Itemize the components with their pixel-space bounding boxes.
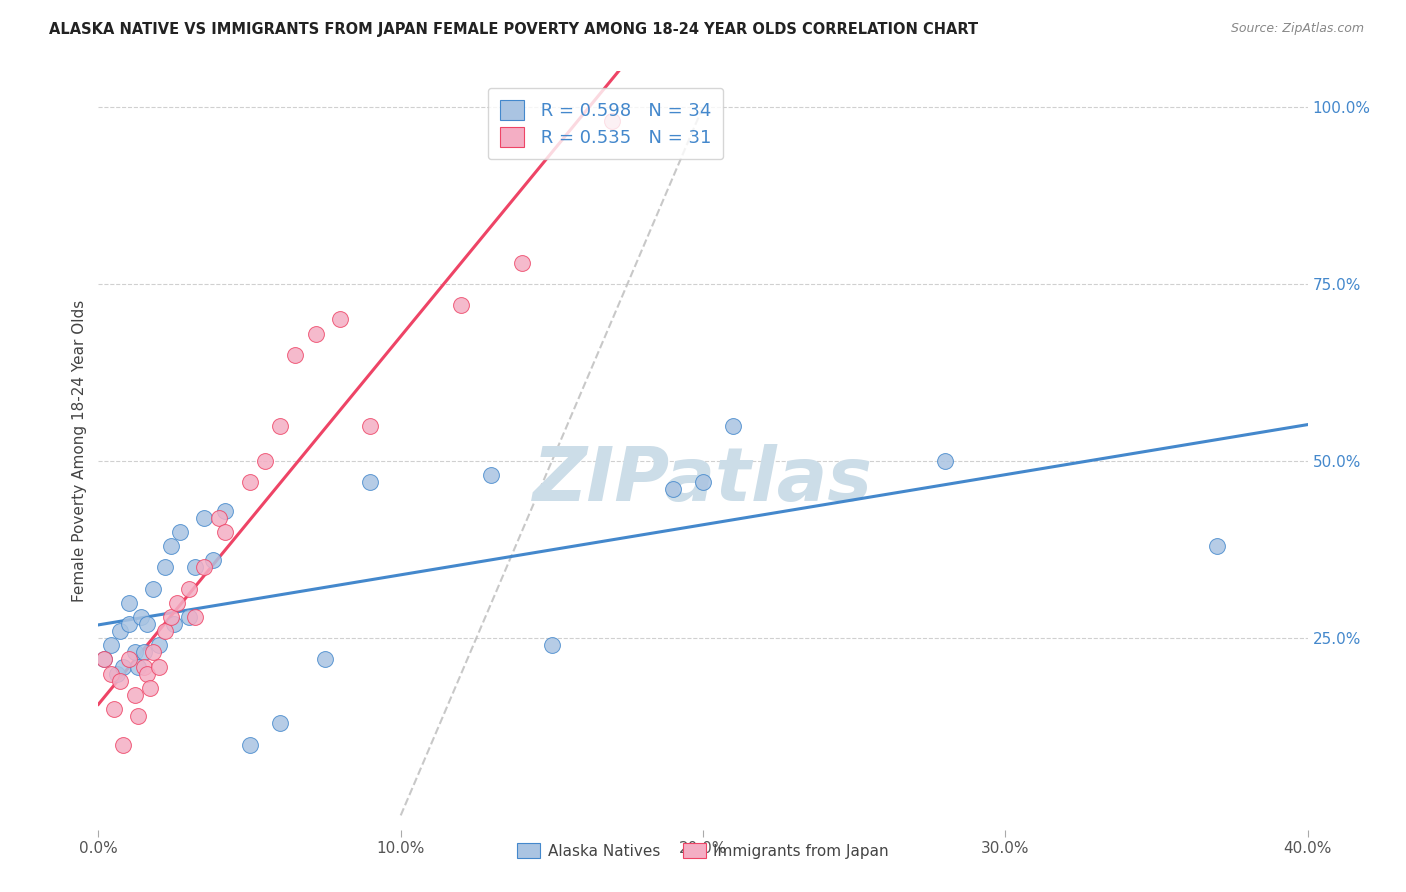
Text: ALASKA NATIVE VS IMMIGRANTS FROM JAPAN FEMALE POVERTY AMONG 18-24 YEAR OLDS CORR: ALASKA NATIVE VS IMMIGRANTS FROM JAPAN F… [49,22,979,37]
Point [124,645,146,659]
Point [118,652,141,666]
Point [105,666,128,681]
Point [93,652,115,666]
Point [253,454,276,468]
Text: ZIPatlas: ZIPatlas [533,444,873,517]
Point [214,524,236,539]
Point [132,645,155,659]
Point [184,560,207,574]
Point [148,659,170,673]
Text: Source: ZipAtlas.com: Source: ZipAtlas.com [1230,22,1364,36]
Point [148,638,170,652]
Point [118,596,141,610]
Point [132,659,155,673]
Point [239,475,262,490]
Point [510,255,533,269]
Point [934,454,956,468]
Point [100,666,122,681]
Point [179,582,201,596]
Point [103,702,125,716]
Point [202,553,225,567]
Point [314,652,336,666]
Point [239,738,262,752]
Point [135,617,157,632]
Point [111,738,134,752]
Point [269,716,291,731]
Point [305,326,328,341]
Point [360,418,382,433]
Point [1206,539,1229,553]
Point [160,539,183,553]
Point [208,510,231,524]
Point [129,610,152,624]
Point [100,638,122,652]
Point [160,610,183,624]
Point [179,610,201,624]
Point [118,617,141,632]
Point [723,418,745,433]
Point [127,709,149,723]
Point [135,666,157,681]
Point [661,483,683,497]
Point [329,312,352,326]
Point [124,688,146,702]
Point [360,475,382,490]
Point [540,638,562,652]
Point [269,418,291,433]
Legend:  R = 0.598   N = 34,  R = 0.535   N = 31: R = 0.598 N = 34, R = 0.535 N = 31 [488,87,724,159]
Point [139,681,162,695]
Point [193,560,215,574]
Point [450,298,472,312]
Point [111,659,134,673]
Point [142,582,165,596]
Point [692,475,714,490]
Y-axis label: Female Poverty Among 18-24 Year Olds: Female Poverty Among 18-24 Year Olds [72,300,87,601]
Point [166,596,188,610]
Legend: Alaska Natives, Immigrants from Japan: Alaska Natives, Immigrants from Japan [510,837,896,864]
Point [163,617,186,632]
Point [184,610,207,624]
Point [284,348,307,362]
Point [481,468,503,483]
Point [127,659,149,673]
Point [108,673,131,688]
Point [602,114,624,128]
Point [193,510,215,524]
Point [108,624,131,639]
Point [214,504,236,518]
Point [153,624,176,639]
Point [153,560,176,574]
Point [93,652,115,666]
Point [142,645,165,659]
Point [169,524,191,539]
